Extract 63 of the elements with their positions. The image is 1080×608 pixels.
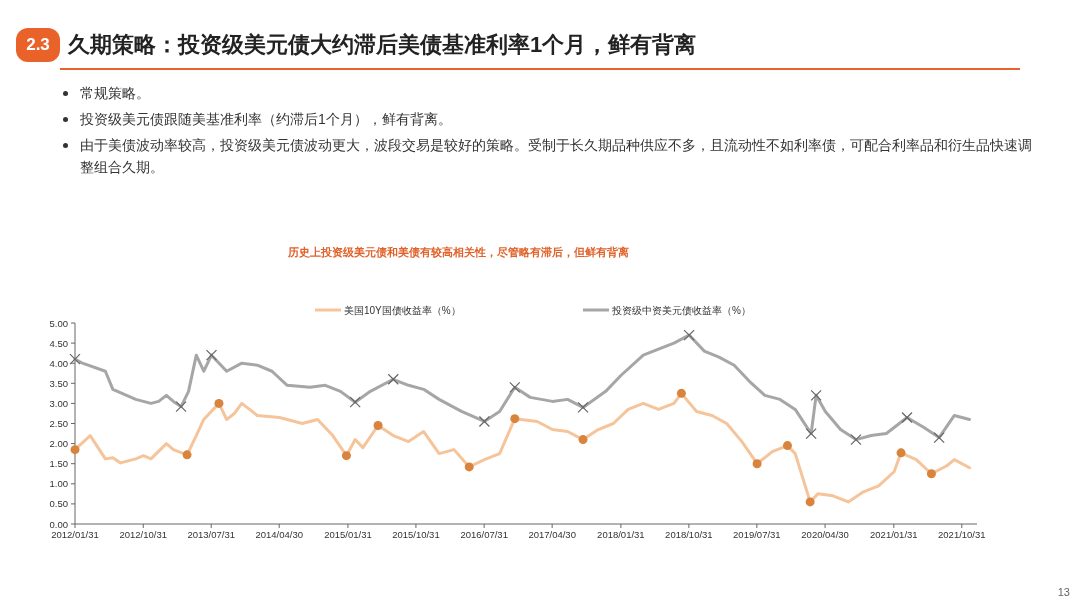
x-tick-label: 2021/01/31	[870, 529, 918, 540]
x-tick-label: 2021/10/31	[938, 529, 986, 540]
point	[509, 381, 521, 393]
y-tick-label: 2.00	[49, 438, 68, 450]
y-tick-label: 0.00	[49, 518, 68, 530]
x-tick-label: 2012/10/31	[119, 529, 168, 540]
x-tick-label: 2018/10/31	[665, 529, 713, 540]
legend-label: 投资级中资美元债收益率（%）	[611, 304, 751, 316]
y-tick-label: 5.00	[49, 317, 68, 329]
point	[933, 431, 945, 444]
point	[926, 469, 936, 479]
x-tick-label: 2018/01/31	[597, 529, 645, 540]
x-tick-label: 2020/04/30	[801, 529, 849, 540]
x-tick-label: 2013/07/31	[187, 529, 235, 540]
text: 13	[1057, 586, 1070, 598]
point	[182, 450, 192, 460]
point	[464, 462, 474, 472]
y-tick-label: 4.50	[49, 337, 68, 349]
chart-subtitle: 历史上投资级美元债和美债有较高相关性，尽管略有滞后，但鲜有背离	[288, 245, 629, 260]
legend-label: 美国10Y国债收益率（%）	[344, 304, 461, 316]
x-tick-label: 2019/07/31	[733, 529, 781, 540]
y-tick-label: 1.00	[49, 478, 68, 490]
point	[896, 448, 906, 458]
y-tick-label: 4.00	[49, 357, 68, 369]
text: 由于美债波动率较高，投资级美元债波动更大，波段交易是较好的策略。受制于长久期品种供应不多，且流动性不如利率债，可配合利率品和衍生品快速调整组合久期。	[80, 136, 1033, 177]
point	[805, 497, 815, 507]
text: 常规策略。	[80, 84, 151, 103]
point	[349, 396, 361, 408]
point	[70, 445, 80, 455]
point	[478, 415, 491, 428]
point	[782, 441, 792, 451]
point	[205, 349, 218, 361]
text: 投资级美元债跟随美基准利率（约滞后1个月），鲜有背离。	[80, 110, 453, 129]
point	[175, 401, 187, 413]
y-tick-label: 0.50	[49, 498, 68, 510]
point	[683, 329, 695, 341]
point	[373, 421, 383, 431]
y-tick-label: 2.50	[49, 418, 68, 429]
x-tick-label: 2015/01/31	[324, 529, 372, 540]
y-tick-label: 3.00	[49, 397, 68, 409]
line-series	[73, 333, 972, 442]
picture-badge: 2.3	[16, 28, 60, 62]
point	[901, 411, 913, 424]
point	[810, 389, 822, 401]
point	[341, 451, 351, 461]
point	[805, 427, 817, 440]
point	[214, 398, 224, 408]
x-tick-label: 2015/10/31	[392, 529, 440, 540]
x-tick-label: 2012/01/31	[51, 529, 99, 540]
point	[577, 401, 589, 414]
point	[578, 435, 588, 445]
x-tick-label: 2016/07/31	[460, 529, 508, 540]
point	[850, 433, 862, 446]
x-tick-label: 2017/04/30	[528, 529, 576, 540]
point	[69, 353, 81, 365]
chart-title: 久期策略：投资级美元债大约滞后美债基准利率1个月，鲜有背离	[68, 31, 697, 59]
point	[387, 373, 399, 385]
point	[752, 459, 762, 469]
y-tick-label: 1.50	[49, 458, 68, 470]
point	[676, 388, 686, 398]
point	[510, 414, 520, 424]
x-tick-label: 2014/04/30	[255, 529, 303, 540]
y-tick-label: 3.50	[49, 377, 68, 389]
